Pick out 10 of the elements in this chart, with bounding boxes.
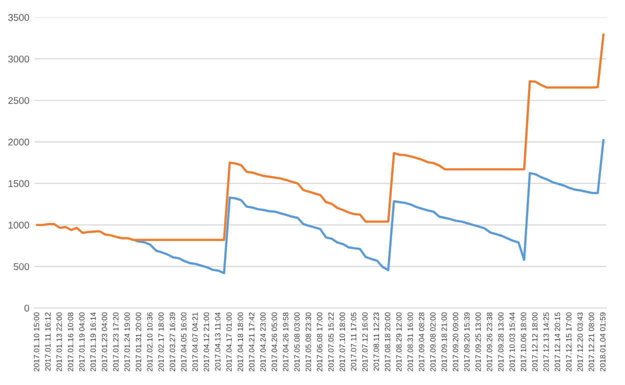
line-series [36,34,605,242]
y-tick-label: 1000 [8,222,30,229]
y-tick-label: 2500 [8,97,30,104]
y-tick-label: 3500 [8,14,30,21]
y-tick-label: 2000 [8,138,30,146]
y-tick-label: 0 [24,304,30,312]
y-tick-label: 3000 [8,56,30,62]
y-tick-label: 500 [14,263,30,270]
y-tick-label: 1500 [8,180,30,188]
line-series [132,139,605,274]
